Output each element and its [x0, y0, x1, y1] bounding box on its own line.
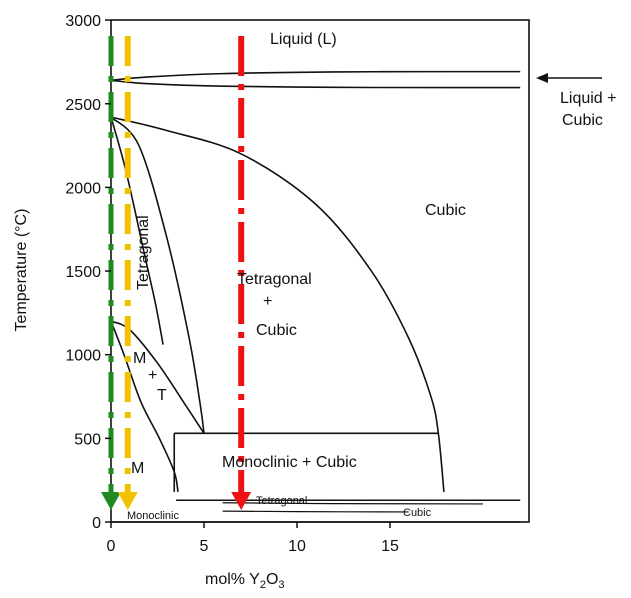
phase-boundaries: [110, 70, 521, 523]
y-tick-label: 2500: [65, 97, 101, 114]
label-tet-cubic-1: Tetragonal: [237, 271, 312, 288]
label-liquid-cubic-2: Cubic: [562, 112, 603, 129]
label-monoclinic-m: M: [131, 460, 144, 477]
x-tick-label: 0: [107, 538, 116, 555]
marker-triangle-yellow: [117, 492, 138, 510]
label-m-plus-t-m: M: [133, 350, 146, 367]
x-tick-label: 5: [200, 538, 209, 555]
y-tick-label: 1000: [65, 348, 101, 365]
marker-triangle-red: [231, 492, 252, 510]
label-liquid-cubic-1: Liquid +: [560, 90, 617, 107]
marker-triangle-green: [101, 492, 121, 510]
boundary-tetragonal-outer: [110, 116, 205, 434]
label-low-tetragonal: Tetragonal: [256, 495, 307, 507]
x-axis-title: mol% Y2O3: [205, 571, 285, 591]
y-tick-label: 0: [92, 515, 101, 532]
x-tick-label: 10: [288, 538, 306, 555]
label-monoclinic-cubic: Monoclinic + Cubic: [222, 454, 357, 471]
label-tet-cubic-3: Cubic: [256, 322, 297, 339]
boundary-low-tet-line: [222, 502, 484, 505]
boundary-mt-upper: [110, 320, 205, 434]
label-cubic: Cubic: [425, 202, 466, 219]
y-tick-label: 2000: [65, 180, 101, 197]
y-tick-label: 3000: [65, 13, 101, 30]
boundary-liquidus: [110, 70, 521, 82]
label-tet-cubic-2: +: [263, 293, 272, 310]
boundary-low-mono-line: [222, 510, 409, 513]
boundary-solidus: [110, 79, 521, 89]
boundary-cubic-solvus: [110, 116, 445, 492]
label-tetragonal: Tetragonal: [135, 215, 152, 290]
x-tick-label: 15: [381, 538, 399, 555]
label-low-cubic: Cubic: [403, 507, 432, 519]
arrow-icon: [536, 73, 602, 83]
label-low-monoclinic: Monoclinic: [127, 510, 179, 522]
boundary-tetragonal-inner: [110, 116, 164, 345]
y-tick-label: 500: [74, 431, 101, 448]
y-axis-title: Temperature (°C): [13, 209, 30, 332]
label-liquid: Liquid (L): [270, 31, 337, 48]
composition-markers: [101, 36, 252, 510]
label-m-plus-t-t: T: [157, 387, 167, 404]
label-m-plus-t-plus: +: [148, 367, 157, 384]
axis-ticks: 0 500 1000 1500 2000 2500 3000 0 5 10 15: [65, 13, 399, 555]
y-tick-label: 1500: [65, 264, 101, 281]
